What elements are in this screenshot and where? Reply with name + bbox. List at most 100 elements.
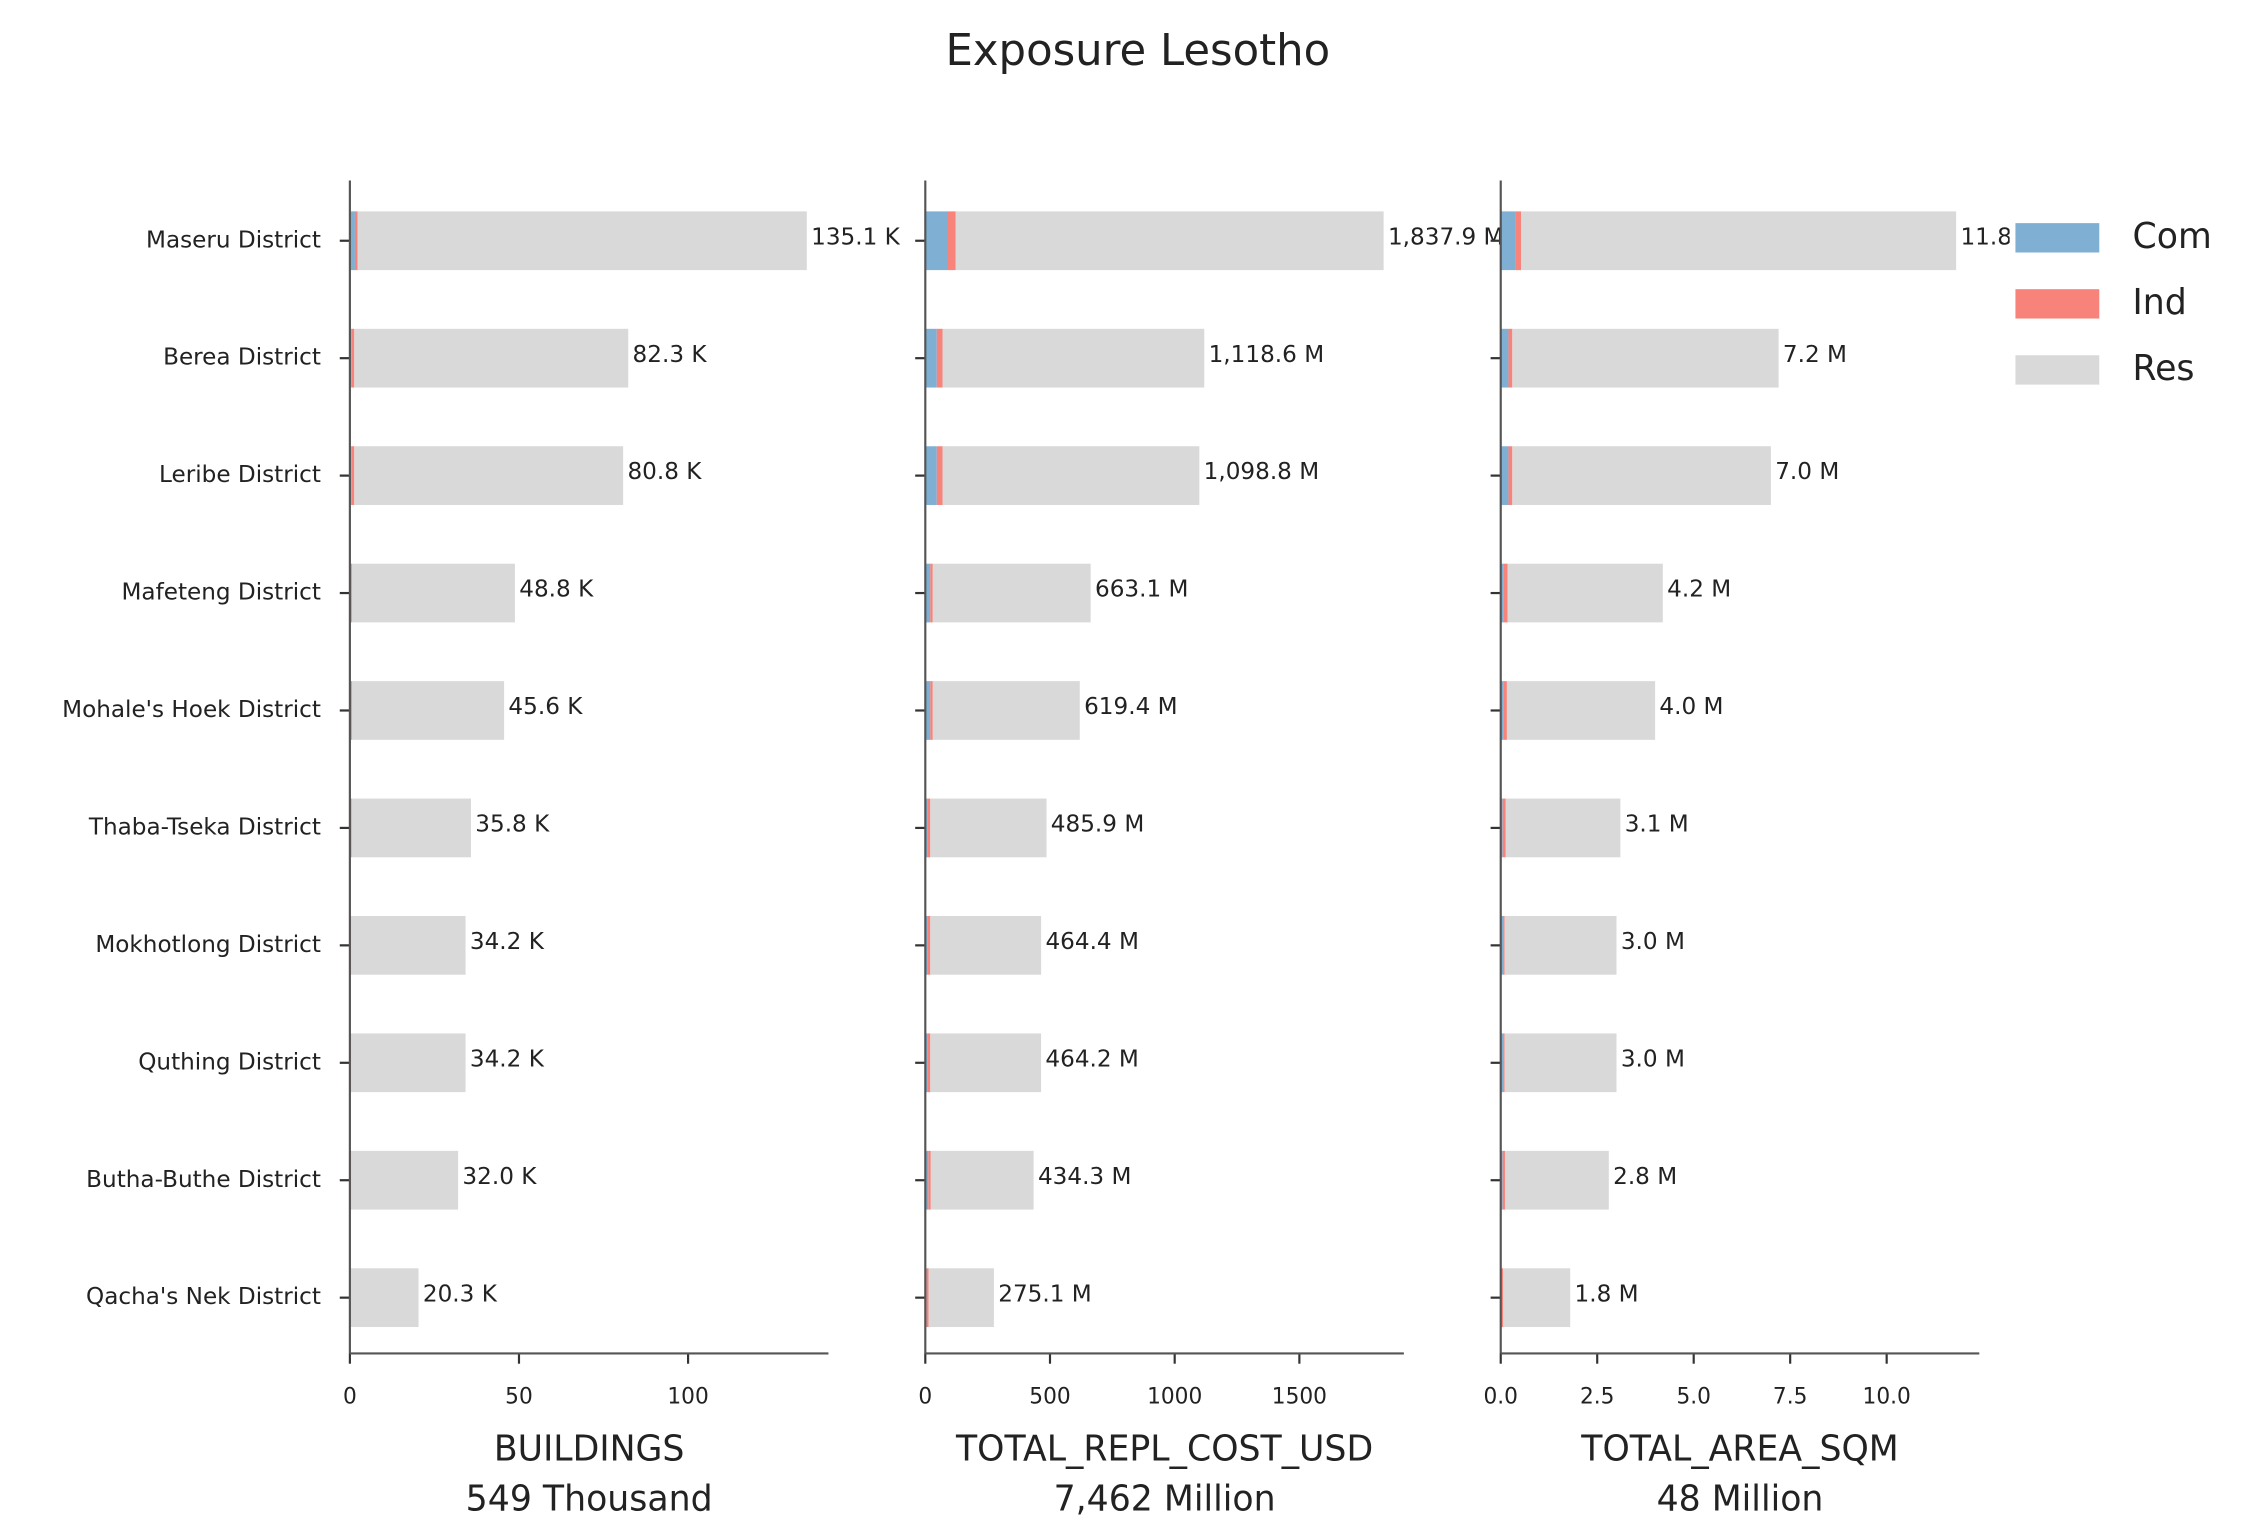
total-label: 80.8 K	[627, 458, 702, 485]
total-label: 464.4 M	[1045, 928, 1138, 955]
total-label: 2.8 M	[1613, 1163, 1677, 1190]
bar-segment	[350, 563, 352, 623]
total-label: 663.1 M	[1095, 576, 1188, 603]
bar-segment	[1512, 446, 1771, 505]
bar-segment	[1503, 563, 1508, 623]
bar-segment	[930, 798, 1047, 858]
bar-segment	[354, 328, 629, 388]
category-label: Maseru District	[146, 226, 321, 253]
bar-segment	[1500, 681, 1504, 740]
category-label: Leribe District	[159, 461, 321, 488]
bar-segment	[1501, 1268, 1504, 1328]
bar-segment	[1500, 446, 1509, 505]
bar-segment	[932, 681, 1080, 740]
bar-segment	[930, 915, 1042, 975]
bar-segment	[1503, 1033, 1505, 1093]
bar-segment	[942, 328, 1205, 388]
bar-segment	[1508, 328, 1513, 388]
bar-segment	[928, 1150, 931, 1210]
x-tick-label: 0	[918, 1384, 932, 1409]
bar-segment	[351, 798, 471, 858]
total-label: 7.2 M	[1783, 341, 1847, 368]
total-label: 48.8 K	[519, 576, 594, 603]
total-label: 45.6 K	[508, 693, 583, 720]
bar-segment	[351, 563, 515, 623]
bar-segment	[1512, 328, 1779, 388]
bar-segment	[927, 915, 931, 975]
bar-segment	[1508, 446, 1513, 505]
total-label: 4.0 M	[1659, 693, 1723, 720]
category-label: Thaba-Tseka District	[88, 813, 321, 840]
total-label: 35.8 K	[475, 810, 550, 837]
bar-segment	[930, 1150, 1034, 1210]
bar-segment	[354, 446, 624, 505]
bar-segment	[1503, 1268, 1571, 1328]
total-label: 275.1 M	[998, 1280, 1091, 1307]
bar-segment	[1500, 1033, 1504, 1093]
bar-segment	[926, 1268, 929, 1328]
bar-segment	[925, 915, 928, 975]
bar-segment	[1504, 1033, 1617, 1093]
bar-segment	[947, 211, 956, 271]
total-label: 485.9 M	[1051, 810, 1144, 837]
x-tick-label: 0.0	[1483, 1384, 1517, 1409]
figure-title: Exposure Lesotho	[946, 25, 1331, 76]
bar-segment	[1502, 1150, 1505, 1210]
bar-segment	[1504, 915, 1617, 975]
total-label: 3.0 M	[1621, 928, 1685, 955]
x-tick-label: 50	[505, 1384, 533, 1409]
bar-segment	[925, 328, 937, 388]
total-label: 1.8 M	[1575, 1280, 1639, 1307]
x-tick-label: 100	[667, 1384, 708, 1409]
bar-segment	[930, 563, 933, 623]
bar-segment	[1503, 915, 1505, 975]
x-tick-label: 1000	[1147, 1384, 1202, 1409]
total-label: 32.0 K	[462, 1163, 537, 1190]
bar-segment	[350, 681, 352, 740]
bar-segment	[925, 681, 931, 740]
x-axis-label: TOTAL_REPL_COST_USD	[955, 1429, 1373, 1469]
bar-segment	[1500, 915, 1504, 975]
bar-segment	[1507, 563, 1663, 623]
bar-segment	[351, 328, 355, 388]
bar-segment	[349, 211, 355, 271]
bar-segment	[1521, 211, 1957, 271]
bar-segment	[1505, 798, 1621, 858]
category-label: Mafeteng District	[121, 578, 320, 605]
bar-segment	[927, 798, 931, 858]
bar-segment	[357, 211, 807, 271]
total-label: 20.3 K	[423, 1280, 498, 1307]
category-label: Mokhotlong District	[95, 931, 321, 958]
bar-segment	[942, 446, 1200, 505]
x-axis-sublabel: 48 Million	[1657, 1479, 1824, 1519]
bar-segment	[925, 563, 931, 623]
legend-label: Res	[2133, 349, 2195, 389]
total-label: 82.3 K	[633, 341, 708, 368]
x-axis-label: BUILDINGS	[494, 1429, 685, 1469]
x-axis-label: TOTAL_AREA_SQM	[1580, 1429, 1898, 1469]
x-tick-label: 1500	[1272, 1384, 1327, 1409]
bar-segment	[930, 681, 933, 740]
bar-segment	[955, 211, 1384, 271]
category-label: Qacha's Nek District	[86, 1283, 321, 1310]
total-label: 1,098.8 M	[1204, 458, 1320, 485]
bar-segment	[351, 1150, 459, 1210]
bar-segment	[932, 563, 1091, 623]
legend-label: Com	[2133, 217, 2212, 257]
total-label: 135.1 K	[811, 223, 900, 250]
category-label: Berea District	[163, 344, 321, 371]
bar-segment	[1500, 328, 1509, 388]
bar-segment	[1502, 798, 1506, 858]
x-axis-sublabel: 7,462 Million	[1054, 1479, 1276, 1519]
legend-label: Ind	[2133, 283, 2187, 323]
total-label: 3.1 M	[1625, 810, 1689, 837]
bar-segment	[354, 211, 358, 271]
total-label: 34.2 K	[470, 928, 545, 955]
bar-segment	[1500, 563, 1504, 623]
bar-segment	[350, 1268, 419, 1328]
category-label: Mohale's Hoek District	[62, 696, 321, 723]
category-label: Butha-Buthe District	[86, 1166, 321, 1193]
bar-segment	[351, 681, 505, 740]
